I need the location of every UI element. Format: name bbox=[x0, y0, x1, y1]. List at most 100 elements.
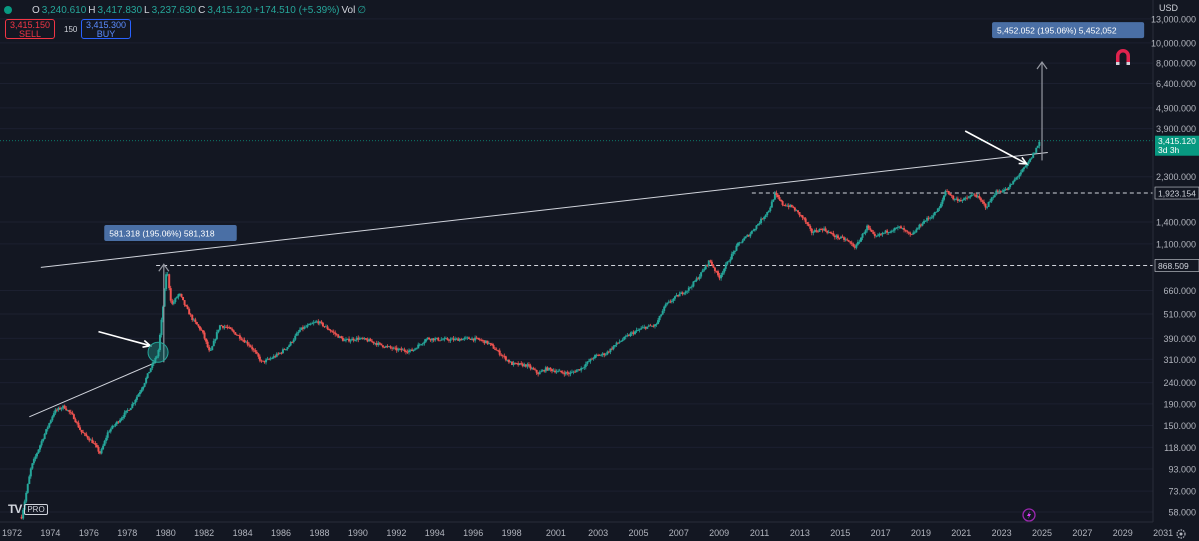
candle-body bbox=[311, 323, 314, 325]
annotations[interactable]: 581.318 (195.06%) 581,318 5,452.052 (195.… bbox=[98, 22, 1145, 522]
candle-body bbox=[218, 325, 221, 330]
candle-body bbox=[572, 371, 575, 373]
candle-body bbox=[558, 370, 561, 372]
candle-body bbox=[655, 323, 658, 325]
trendlines[interactable] bbox=[29, 152, 1048, 418]
price-tick-label: 310.000 bbox=[1163, 355, 1196, 365]
arrow-line[interactable] bbox=[964, 130, 1028, 165]
candle-body bbox=[471, 338, 474, 340]
candle-body bbox=[354, 340, 357, 342]
candle-body bbox=[188, 308, 191, 315]
candle-body bbox=[426, 337, 429, 340]
lightning-icon[interactable] bbox=[1022, 508, 1036, 522]
candle-body bbox=[228, 327, 231, 329]
grid-lines bbox=[0, 18, 1153, 513]
candle-body bbox=[252, 349, 255, 351]
candle-body bbox=[240, 338, 243, 340]
candle-body bbox=[864, 230, 867, 234]
candle-body bbox=[892, 230, 895, 232]
volume-value: ∅ bbox=[357, 4, 367, 16]
candle-body bbox=[484, 340, 487, 344]
time-tick-label: 1974 bbox=[40, 528, 60, 538]
candle-body bbox=[74, 419, 77, 423]
candle-body bbox=[315, 321, 318, 323]
candle-body bbox=[292, 339, 295, 343]
candle-body bbox=[838, 238, 841, 239]
candle-body bbox=[40, 441, 43, 446]
candle-body bbox=[269, 358, 272, 360]
candle-body bbox=[268, 358, 271, 360]
candle-body bbox=[194, 319, 197, 323]
candle-body bbox=[467, 337, 470, 339]
candle-body bbox=[460, 339, 463, 341]
candle-body bbox=[105, 437, 108, 441]
candle-body bbox=[552, 370, 555, 372]
buy-button[interactable]: 3,415.300 BUY bbox=[81, 19, 131, 39]
candle-body bbox=[55, 409, 58, 411]
candle-body bbox=[614, 345, 617, 347]
candle-body bbox=[1024, 166, 1027, 168]
candle-body bbox=[816, 231, 819, 233]
candle-body bbox=[587, 361, 590, 363]
candle-body bbox=[206, 341, 209, 348]
time-tick-label: 2025 bbox=[1032, 528, 1052, 538]
candle-body bbox=[200, 329, 203, 331]
candle-body bbox=[480, 339, 483, 341]
candle-body bbox=[308, 323, 311, 326]
candle-body bbox=[404, 350, 407, 352]
candle-body bbox=[989, 201, 992, 203]
candle-body bbox=[225, 326, 228, 328]
candle-body bbox=[637, 330, 640, 331]
candle-body bbox=[776, 194, 779, 198]
measure-label-box[interactable] bbox=[104, 225, 237, 242]
last-price-tag[interactable] bbox=[1155, 135, 1199, 156]
time-axis[interactable]: 1972 1974 1976 1978 1980 1982 1984 1986 1988 1990… bbox=[0, 521, 1186, 539]
candle-body bbox=[35, 453, 38, 457]
trendline[interactable] bbox=[29, 361, 157, 418]
candle-body bbox=[529, 365, 532, 369]
price-axis[interactable]: 13,000.000 10,000.000 8,000.000 6,400.000 4,… bbox=[1151, 0, 1199, 541]
time-tick-label: 1988 bbox=[309, 528, 329, 538]
candle-body bbox=[437, 337, 440, 341]
candle-body bbox=[99, 451, 102, 454]
candle-body bbox=[297, 331, 300, 334]
candle-body bbox=[896, 227, 899, 228]
candle-body bbox=[603, 353, 606, 356]
candle-body bbox=[72, 414, 75, 420]
candle-body bbox=[360, 337, 363, 339]
candle-body bbox=[1007, 187, 1010, 190]
candle-body bbox=[813, 230, 816, 233]
candle-body bbox=[912, 232, 915, 235]
candle-body bbox=[798, 212, 801, 216]
candle-body bbox=[690, 286, 693, 288]
candle-body bbox=[607, 351, 610, 353]
candle-body bbox=[735, 245, 738, 251]
candle-body bbox=[843, 237, 846, 240]
currency-label[interactable]: USD bbox=[1159, 3, 1179, 13]
candle-body bbox=[634, 331, 637, 334]
candle-body bbox=[146, 373, 149, 378]
candle-body bbox=[835, 235, 838, 238]
candle-body bbox=[481, 340, 484, 341]
measure-label-box[interactable] bbox=[992, 22, 1145, 39]
candle-body bbox=[277, 353, 280, 355]
candle-body bbox=[341, 337, 344, 341]
candle-body bbox=[100, 449, 103, 454]
candle-body bbox=[956, 198, 959, 201]
price-tick-label: 118.000 bbox=[1164, 443, 1196, 453]
arrow-line[interactable] bbox=[98, 330, 151, 347]
highlight-circle[interactable] bbox=[147, 341, 169, 363]
candle-body bbox=[829, 231, 832, 234]
candle-body bbox=[381, 345, 384, 348]
settings-gear-icon[interactable] bbox=[1176, 529, 1186, 539]
trendline[interactable] bbox=[40, 152, 1048, 268]
candle-body bbox=[1006, 189, 1009, 190]
candle-body bbox=[125, 410, 128, 413]
candle-body bbox=[907, 231, 910, 233]
tradingview-logo[interactable]: TV PRO bbox=[8, 502, 54, 516]
sell-button[interactable]: 3,415.150 SELL bbox=[5, 19, 55, 39]
candle-body bbox=[849, 241, 852, 243]
magnet-icon[interactable] bbox=[1116, 49, 1130, 65]
candle-body bbox=[261, 360, 264, 362]
